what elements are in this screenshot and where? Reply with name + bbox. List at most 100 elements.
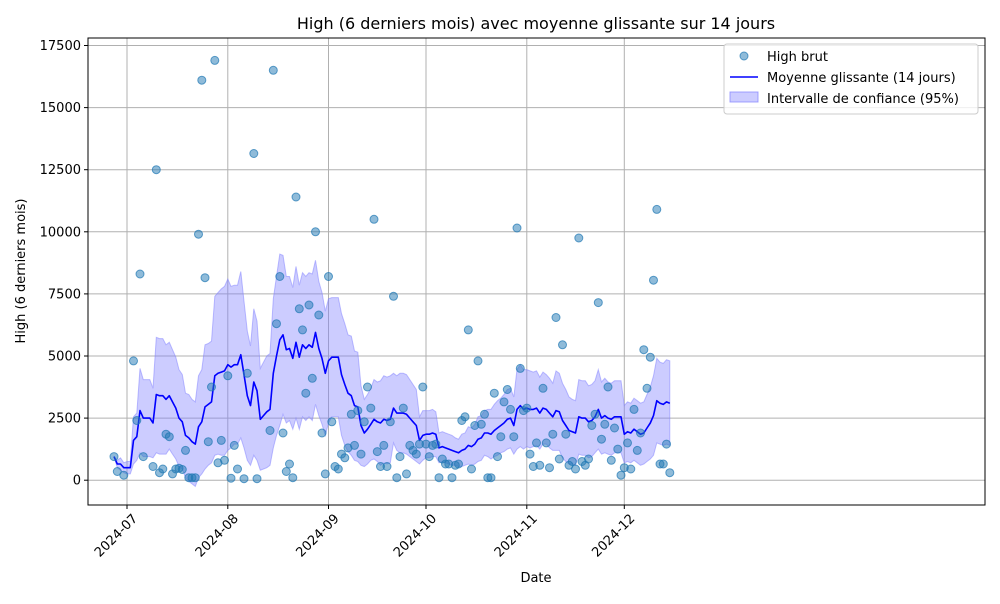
scatter-point <box>395 452 405 462</box>
scatter-point <box>129 356 138 366</box>
y-tick-label: 2500 <box>48 412 81 427</box>
scatter-point <box>561 429 571 439</box>
scatter-point <box>223 371 233 381</box>
scatter-point <box>584 454 593 464</box>
scatter-point <box>418 382 428 392</box>
scatter-point <box>480 409 489 419</box>
y-tick-label: 0 <box>73 474 81 489</box>
scatter-point <box>515 363 525 373</box>
scatter-point <box>203 437 213 447</box>
scatter-point <box>239 474 249 484</box>
scatter-point <box>431 439 441 449</box>
scatter-point <box>593 298 603 308</box>
y-axis-label: High (6 derniers mois) <box>14 198 29 343</box>
scatter-point <box>535 460 545 470</box>
scatter-point <box>177 465 187 474</box>
scatter-point <box>194 229 203 239</box>
scatter-point <box>502 385 512 394</box>
legend: High brut Moyenne glissante (14 jours) I… <box>723 43 979 115</box>
scatter-point <box>574 233 584 243</box>
scatter-point <box>525 449 535 459</box>
scatter-point <box>606 455 616 465</box>
scatter-point <box>486 473 496 483</box>
scatter-point <box>311 227 320 237</box>
scatter-point <box>385 417 395 427</box>
scatter-point <box>496 432 506 442</box>
scatter-point <box>135 269 145 279</box>
scatter-point <box>392 473 402 483</box>
scatter-point <box>548 429 558 439</box>
legend-band-marker <box>729 91 759 103</box>
scatter-point <box>522 403 532 413</box>
scatter-point <box>181 445 190 455</box>
scatter-layer <box>109 55 675 484</box>
scatter-point <box>558 340 567 350</box>
scatter-point <box>249 149 259 158</box>
scatter-point <box>473 356 483 366</box>
scatter-point <box>200 273 210 283</box>
scatter-point <box>359 417 369 427</box>
scatter-point <box>278 428 288 438</box>
scatter-point <box>463 325 473 335</box>
scatter-point <box>314 310 324 320</box>
scatter-point <box>216 435 226 445</box>
scatter-point <box>229 440 239 450</box>
scatter-point <box>317 428 327 438</box>
scatter-point <box>658 459 668 469</box>
y-tick-label: 17500 <box>40 39 81 54</box>
scatter-point <box>623 438 632 448</box>
scatter-point <box>298 325 307 335</box>
y-tick-label: 15000 <box>40 101 81 116</box>
scatter-point <box>119 470 129 480</box>
scatter-point <box>636 428 645 438</box>
scatter-point <box>587 421 597 430</box>
scatter-point <box>350 440 359 450</box>
scatter-point <box>281 467 291 476</box>
scatter-point <box>665 468 675 478</box>
scatter-point <box>506 404 515 414</box>
scatter-point <box>320 469 330 479</box>
scatter-point <box>333 464 343 474</box>
scatter-point <box>613 444 623 454</box>
scatter-point <box>554 454 564 464</box>
scatter-point <box>132 416 142 425</box>
scatter-point <box>148 462 158 471</box>
legend-entry-scatter: High brut <box>767 50 828 65</box>
scatter-point <box>327 417 337 427</box>
scatter-point <box>226 473 236 483</box>
y-tick-label: 5000 <box>48 350 81 365</box>
legend-scatter-marker <box>739 51 749 61</box>
scatter-point <box>109 452 119 462</box>
scatter-point <box>324 272 333 281</box>
scatter-point <box>567 457 577 466</box>
scatter-point <box>645 352 655 362</box>
scatter-point <box>164 432 174 442</box>
scatter-point <box>541 438 551 448</box>
scatter-point <box>151 165 161 175</box>
scatter-point <box>252 474 262 484</box>
scatter-point <box>398 403 408 413</box>
scatter-point <box>476 419 486 429</box>
scatter-point <box>197 75 207 85</box>
scatter-point <box>158 464 168 474</box>
plot-frame <box>87 37 986 506</box>
scatter-point <box>662 439 671 449</box>
scatter-point <box>307 373 317 383</box>
scatter-point <box>551 313 561 322</box>
moving-average-layer <box>113 331 671 469</box>
scatter-point <box>340 453 350 463</box>
scatter-point <box>642 383 652 393</box>
scatter-point <box>301 388 311 398</box>
scatter-point <box>532 438 541 448</box>
scatter-point <box>411 449 421 459</box>
scatter-point <box>402 469 411 479</box>
scatter-point <box>233 464 242 474</box>
scatter-point <box>434 473 444 483</box>
scatter-point <box>389 291 398 301</box>
scatter-point <box>610 423 619 433</box>
scatter-point <box>649 275 658 285</box>
scatter-point <box>447 473 457 483</box>
scatter-point <box>509 432 519 442</box>
scatter-point <box>363 382 372 392</box>
